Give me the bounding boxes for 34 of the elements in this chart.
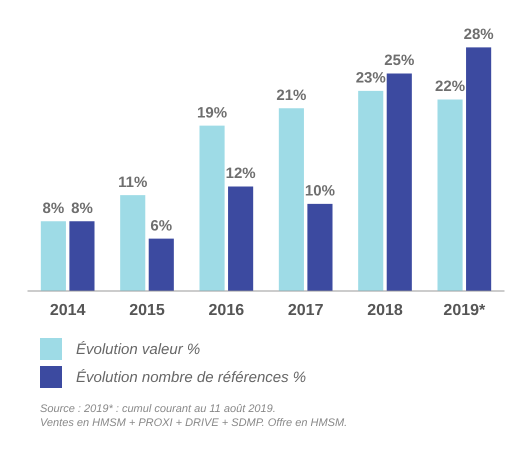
x-tick-label: 2015	[129, 302, 165, 319]
data-label: 19%	[197, 104, 228, 122]
data-label: 10%	[304, 182, 335, 200]
bar	[40, 221, 66, 291]
data-label: 25%	[384, 52, 414, 70]
bar	[228, 186, 254, 291]
data-label: 23%	[356, 69, 386, 86]
bar	[120, 195, 146, 291]
bar	[148, 238, 174, 291]
bar	[358, 90, 384, 291]
data-label: 8%	[42, 200, 64, 217]
data-label: 22%	[435, 78, 466, 96]
data-label: 28%	[464, 26, 494, 44]
data-label: 6%	[150, 217, 172, 234]
x-tick-label: 2018	[367, 302, 403, 319]
data-label: 11%	[118, 174, 148, 191]
bar	[437, 100, 463, 291]
bar	[199, 126, 225, 291]
bar	[307, 204, 333, 291]
x-tick-label: 2014	[50, 302, 86, 319]
data-label: 8%	[71, 200, 93, 217]
text: Ventes en HMSM + PROXI + DRIVE + SDMP. Offre en HMSM.	[40, 416, 348, 430]
x-tick-label: 2016	[208, 302, 244, 319]
data-label: 21%	[276, 86, 306, 104]
bar	[466, 47, 492, 291]
legend-label: Évolution nombre de références %	[76, 368, 306, 386]
bar	[278, 108, 304, 291]
legend-label: Évolution valeur %	[76, 340, 200, 358]
x-tick-label: 2017	[288, 302, 324, 319]
bar	[386, 73, 412, 291]
x-tick-label: 2019*	[443, 302, 486, 319]
source-note: Source : 2019* : cumul courant au 11 août 2019.	[40, 402, 277, 416]
bar	[69, 221, 95, 291]
data-label: 12%	[226, 165, 256, 182]
